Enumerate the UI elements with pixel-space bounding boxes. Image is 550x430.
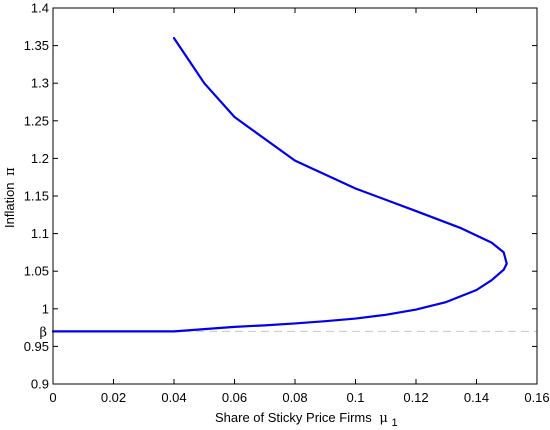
x-tick-label: 0.02 bbox=[101, 390, 126, 405]
x-tick-label: 0.04 bbox=[161, 390, 186, 405]
y-tick-label: 1.3 bbox=[31, 76, 49, 91]
y-tick-label: 0.9 bbox=[31, 377, 49, 392]
y-tick-label: 1.05 bbox=[24, 264, 49, 279]
y-tick-label: 1.2 bbox=[31, 151, 49, 166]
series-line bbox=[51, 36, 508, 333]
x-axis-symbol: μ bbox=[379, 411, 387, 426]
y-tick-label: 1.35 bbox=[24, 38, 49, 53]
beta-label: β bbox=[39, 325, 47, 340]
plot-area bbox=[53, 8, 537, 384]
x-axis-label-text: Share of Sticky Price Firms bbox=[215, 410, 372, 425]
x-tick-label: 0 bbox=[49, 390, 56, 405]
x-axis-label: Share of Sticky Price Firms μ 1 bbox=[215, 410, 398, 429]
y-axis: 0.9 0.95 1 1.05 1.1 1.15 1.2 1.25 1.3 1.35 1.4 bbox=[24, 1, 537, 392]
y-axis-label: Inflation π bbox=[2, 167, 18, 228]
y-axis-label-text: Inflation bbox=[2, 182, 17, 228]
x-axis-subscript: 1 bbox=[391, 417, 397, 429]
x-axis: 0 0.02 0.04 0.06 0.08 0.1 0.12 0.14 0.16 bbox=[49, 8, 550, 405]
x-tick-label: 0.12 bbox=[403, 390, 428, 405]
y-tick-label: 1.15 bbox=[24, 189, 49, 204]
series-layer bbox=[51, 36, 508, 333]
x-tick-label: 0.16 bbox=[524, 390, 549, 405]
y-tick-label: 1.1 bbox=[31, 226, 49, 241]
y-tick-label: 1.4 bbox=[31, 1, 49, 16]
y-axis-symbol: π bbox=[3, 167, 18, 176]
x-tick-label: 0.1 bbox=[346, 390, 364, 405]
x-tick-label: 0.14 bbox=[464, 390, 489, 405]
y-tick-label: 1 bbox=[42, 301, 49, 316]
x-tick-label: 0.08 bbox=[282, 390, 307, 405]
y-tick-label: 1.25 bbox=[24, 113, 49, 128]
y-tick-label: 0.95 bbox=[24, 339, 49, 354]
x-tick-label: 0.06 bbox=[222, 390, 247, 405]
